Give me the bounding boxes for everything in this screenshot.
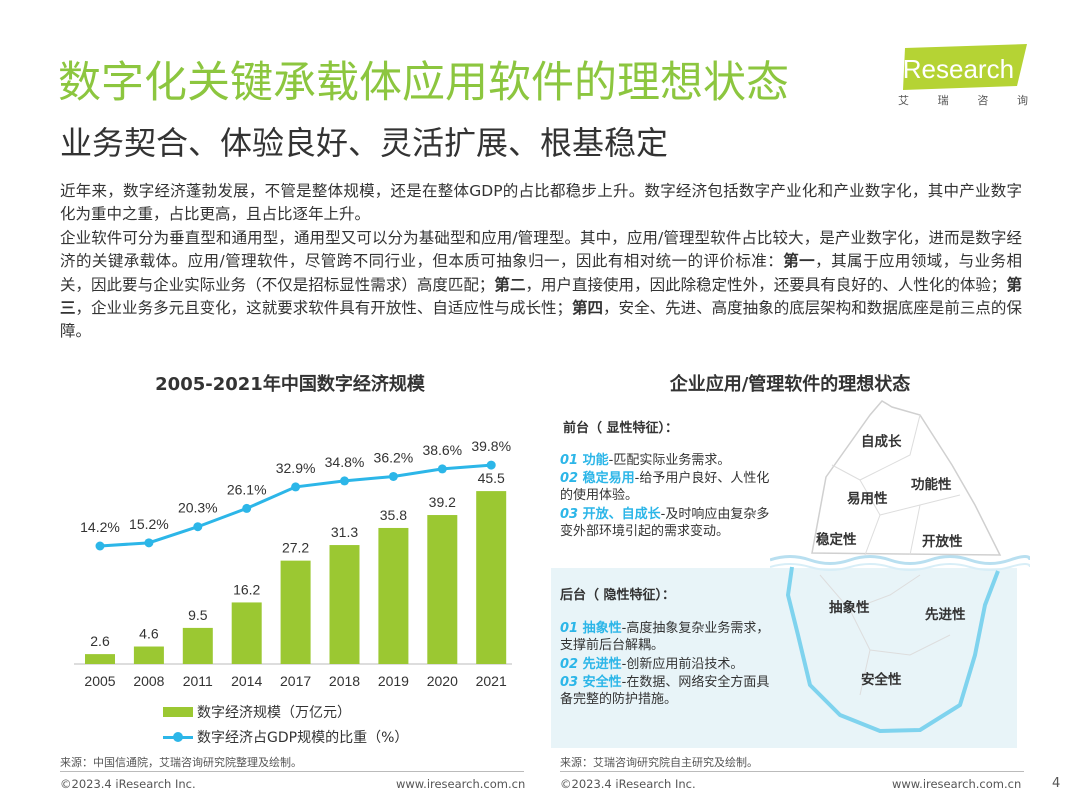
bar-value-label: 39.2 bbox=[429, 494, 456, 510]
x-tick-label: 2005 bbox=[84, 673, 115, 689]
divider-right bbox=[560, 771, 1024, 772]
bar bbox=[427, 515, 458, 664]
bar bbox=[280, 560, 311, 664]
bar-value-label: 31.3 bbox=[331, 524, 358, 540]
line-point bbox=[144, 538, 154, 548]
line-value-label: 38.6% bbox=[422, 442, 462, 458]
iceberg-label: 开放性 bbox=[922, 534, 963, 550]
body-text: 近年来，数字经济蓬勃发展，不管是整体规模，还是在整体GDP的占比都稳步上升。数字… bbox=[60, 180, 1022, 344]
copyright-right: ©2023.4 iResearch Inc. bbox=[560, 777, 696, 791]
legend-item-line: 数字经济占GDP规模的比重（%） bbox=[163, 726, 408, 748]
back-feature-2: 02 先进性-创新应用前沿技术。 bbox=[560, 657, 744, 672]
line-value-label: 32.9% bbox=[276, 460, 316, 476]
x-tick-label: 2017 bbox=[280, 673, 311, 689]
iceberg-label: 易用性 bbox=[847, 491, 888, 507]
line-value-label: 14.2% bbox=[80, 519, 120, 535]
line-value-label: 20.3% bbox=[178, 500, 218, 516]
logo-subtext: 艾 瑞 咨 询 bbox=[898, 94, 1028, 107]
back-title: 后台（ 隐性特征）： bbox=[560, 588, 676, 603]
bar bbox=[85, 654, 115, 664]
bar bbox=[182, 627, 213, 664]
x-tick-label: 2014 bbox=[231, 673, 262, 689]
line-value-label: 39.8% bbox=[471, 438, 511, 454]
line-point bbox=[291, 482, 301, 492]
line-point bbox=[193, 522, 203, 532]
paragraph-1: 近年来，数字经济蓬勃发展，不管是整体规模，还是在整体GDP的占比都稳步上升。数字… bbox=[60, 182, 1022, 224]
line-point bbox=[242, 503, 252, 513]
back-feature-3: 03 安全性-在数据、网络安全方面具备完整的防护措施。 bbox=[560, 675, 770, 707]
legend-bar-swatch bbox=[163, 707, 193, 717]
line-point bbox=[486, 460, 496, 470]
line-point bbox=[437, 464, 447, 474]
right-panel-title: 企业应用/管理软件的理想状态 bbox=[669, 374, 911, 395]
line-point bbox=[388, 471, 398, 481]
source-left: 来源：中国信通院，艾瑞咨询研究院整理及绘制。 bbox=[60, 756, 302, 769]
page-title: 数字化关键承载体应用软件的理想状态 bbox=[58, 58, 789, 108]
iceberg-label: 自成长 bbox=[861, 434, 902, 450]
front-feature-3: 03 开放、自成长-及时响应由复杂多变外部环境引起的需求变动。 bbox=[560, 507, 770, 539]
bar-value-label: 27.2 bbox=[282, 540, 309, 556]
line-point bbox=[340, 476, 349, 486]
bar-value-label: 2.6 bbox=[90, 633, 110, 649]
bar-value-label: 35.8 bbox=[380, 507, 407, 523]
front-feature-2: 02 稳定易用-给予用户良好、人性化的使用体验。 bbox=[560, 471, 770, 503]
line-point bbox=[95, 541, 105, 551]
bar bbox=[378, 527, 409, 664]
back-feature-1: 01 抽象性-高度抽象复杂业务需求，支撑前后台解耦。 bbox=[560, 621, 770, 653]
iceberg-label: 先进性 bbox=[925, 607, 966, 623]
x-tick-label: 2011 bbox=[183, 673, 213, 689]
bar bbox=[231, 602, 262, 664]
line-value-label: 34.8% bbox=[325, 454, 365, 470]
bar-value-label: 45.5 bbox=[478, 470, 505, 486]
iceberg-top-outline bbox=[811, 400, 1002, 556]
x-tick-label: 2018 bbox=[329, 673, 360, 689]
source-right: 来源：艾瑞咨询研究院自主研究及绘制。 bbox=[560, 756, 758, 769]
line-value-label: 26.1% bbox=[227, 481, 267, 497]
copyright-left: ©2023.4 iResearch Inc. bbox=[60, 777, 196, 791]
website-left: www.iresearch.com.cn bbox=[396, 777, 526, 791]
line-value-label: 15.2% bbox=[129, 516, 169, 532]
front-title: 前台（ 显性特征）： bbox=[563, 421, 679, 436]
bar-value-label: 16.2 bbox=[233, 581, 260, 597]
bar-value-label: 9.5 bbox=[188, 607, 208, 623]
iceberg-label: 抽象性 bbox=[829, 600, 870, 616]
bar bbox=[329, 545, 360, 664]
x-tick-label: 2019 bbox=[378, 673, 409, 689]
legend-line-swatch bbox=[163, 732, 193, 742]
iceberg-diagram bbox=[770, 400, 1030, 733]
iceberg-label: 稳定性 bbox=[816, 532, 857, 548]
iresearch-logo: iResearch bbox=[897, 44, 1027, 90]
chart-legend: 数字经济规模（万亿元） 数字经济占GDP规模的比重（%） bbox=[163, 701, 408, 751]
bar-value-label: 4.6 bbox=[139, 626, 159, 642]
iceberg-bottom-outline bbox=[786, 566, 1000, 733]
logo-text: iResearch bbox=[897, 54, 1014, 84]
x-tick-label: 2021 bbox=[476, 673, 507, 689]
front-feature-1: 01 功能-匹配实际业务需求。 bbox=[560, 453, 731, 468]
iceberg-label: 功能性 bbox=[911, 477, 952, 493]
paragraph-2: 企业软件可分为垂直型和通用型，通用型又可以分为基础型和应用/管理型。其中，应用/… bbox=[60, 228, 1022, 341]
website-right: www.iresearch.com.cn bbox=[892, 777, 1022, 791]
bar bbox=[133, 646, 164, 664]
chart-title: 2005-2021年中国数字经济规模 bbox=[155, 374, 425, 395]
divider-left bbox=[60, 771, 524, 772]
line-value-label: 36.2% bbox=[374, 449, 414, 465]
iceberg-label: 安全性 bbox=[861, 672, 902, 688]
bar bbox=[476, 491, 507, 664]
page-number: 4 bbox=[1052, 776, 1061, 791]
legend-item-bar: 数字经济规模（万亿元） bbox=[163, 701, 408, 723]
x-tick-label: 2020 bbox=[427, 673, 458, 689]
x-tick-label: 2008 bbox=[133, 673, 164, 689]
digital-economy-chart: 2.6 2005 4.6 2008 9.5 2011 16.2 2014 27.2 2017 31.… bbox=[74, 438, 512, 689]
page-subtitle: 业务契合、体验良好、灵活扩展、根基稳定 bbox=[60, 124, 669, 162]
